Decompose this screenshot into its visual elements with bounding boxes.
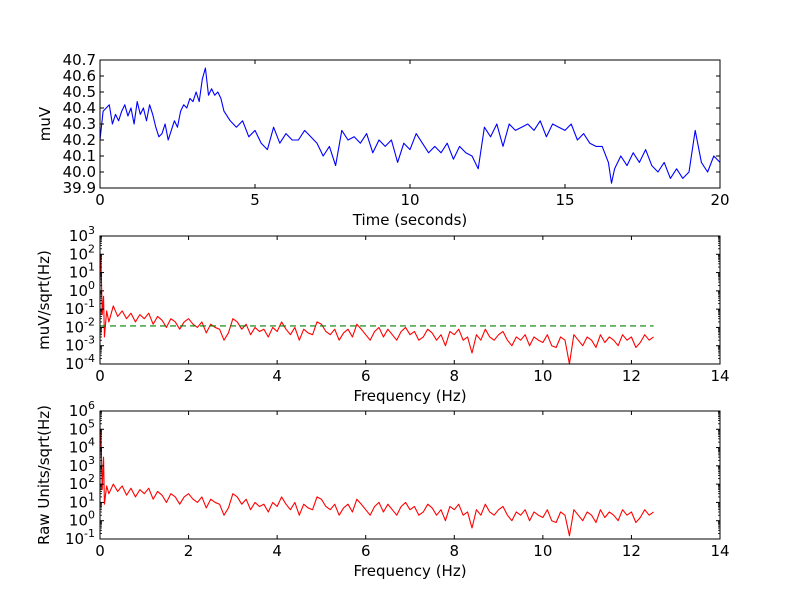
spectrum-xtick-label: 14 xyxy=(710,367,729,385)
spectrum-axes-frame xyxy=(99,235,721,365)
time-series-panel: 0 5 10 15 20 39.940.040.140.240.340.440.540.6… xyxy=(36,51,730,229)
spectrum-xtick-label: 10 xyxy=(533,367,552,385)
raw-spectrum-ytick-label: 101 xyxy=(69,490,95,511)
time-series-xtick-label: 0 xyxy=(95,191,105,209)
raw-spectrum-ytick-label: 102 xyxy=(69,472,95,493)
time-series-ytick-label: 39.9 xyxy=(63,179,96,197)
raw-spectrum-xtick-label: 2 xyxy=(184,542,194,560)
spectrum-ytick-label: 10-1 xyxy=(65,297,95,318)
raw-spectrum-xtick-label: 4 xyxy=(272,542,282,560)
time-series-ticks: 0 5 10 15 20 39.940.040.140.240.340.440.540.6… xyxy=(63,51,730,209)
time-series-xtick-label: 10 xyxy=(400,191,419,209)
spectrum-panel: 0 2 4 6 8 10 12 1410-410-310-210-1100101102103 … xyxy=(35,224,730,405)
raw-spectrum-xtick-label: 10 xyxy=(533,542,552,560)
spectrum-ytick-label: 103 xyxy=(69,224,95,245)
spectrum-ylabel: muV/sqrt(Hz) xyxy=(35,250,53,350)
raw-spectrum-lines xyxy=(100,428,654,537)
time-series-ytick-label: 40.4 xyxy=(63,99,96,117)
spectrum-ytick-label: 10-4 xyxy=(65,352,95,373)
spectrum-xlabel: Frequency (Hz) xyxy=(353,387,466,405)
spectrum-lines xyxy=(100,253,654,364)
raw-spectrum-xlabel: Frequency (Hz) xyxy=(353,562,466,580)
time-series-ytick-label: 40.7 xyxy=(63,51,96,69)
time-series-lines xyxy=(100,67,720,184)
raw-spectrum-ytick-label: 106 xyxy=(69,399,95,420)
spectrum-xtick-label: 2 xyxy=(184,367,194,385)
raw-spectrum-xtick-label: 8 xyxy=(450,542,460,560)
time-series-xlabel: Time (seconds) xyxy=(352,211,468,229)
time-series-ytick-label: 40.1 xyxy=(63,147,96,165)
time-series-xtick-label: 5 xyxy=(250,191,260,209)
spectrum-series-line-0 xyxy=(100,253,654,364)
raw-spectrum-ylabel: Raw Units/sqrt(Hz) xyxy=(35,405,53,545)
spectrum-ytick-label: 101 xyxy=(69,261,95,282)
time-series-ytick-label: 40.5 xyxy=(63,83,96,101)
spectrum-ytick-label: 10-3 xyxy=(65,334,95,355)
time-series-ytick-label: 40.6 xyxy=(63,67,96,85)
time-series-ytick-label: 40.3 xyxy=(63,115,96,133)
time-series-ylabel: muV xyxy=(36,106,54,141)
time-series-series-line-0 xyxy=(100,67,720,184)
time-series-xtick-label: 15 xyxy=(555,191,574,209)
raw-spectrum-ytick-label: 105 xyxy=(69,417,95,438)
time-series-ytick-label: 40.2 xyxy=(63,131,96,149)
spectrum-xtick-label: 0 xyxy=(95,367,105,385)
raw-spectrum-ytick-label: 103 xyxy=(69,454,95,475)
raw-spectrum-series-line-0 xyxy=(100,428,654,537)
spectrum-xtick-label: 6 xyxy=(361,367,371,385)
raw-spectrum-ytick-label: 104 xyxy=(69,436,95,457)
spectrum-ytick-label: 10-2 xyxy=(65,315,95,336)
raw-spectrum-ytick-label: 10-1 xyxy=(65,527,95,548)
spectrum-xtick-label: 12 xyxy=(622,367,641,385)
raw-spectrum-xtick-label: 6 xyxy=(361,542,371,560)
spectrum-xtick-label: 4 xyxy=(272,367,282,385)
spectrum-ytick-label: 100 xyxy=(69,279,95,300)
raw-spectrum-ytick-label: 100 xyxy=(69,509,95,530)
raw-spectrum-xtick-label: 0 xyxy=(95,542,105,560)
raw-spectrum-axes-frame xyxy=(99,410,721,540)
raw-spectrum-xtick-label: 12 xyxy=(622,542,641,560)
time-series-ytick-label: 40.0 xyxy=(63,163,96,181)
raw-spectrum-xtick-label: 14 xyxy=(710,542,729,560)
time-series-xtick-label: 20 xyxy=(710,191,729,209)
spectrum-xtick-label: 8 xyxy=(450,367,460,385)
spectrum-ytick-label: 102 xyxy=(69,242,95,263)
